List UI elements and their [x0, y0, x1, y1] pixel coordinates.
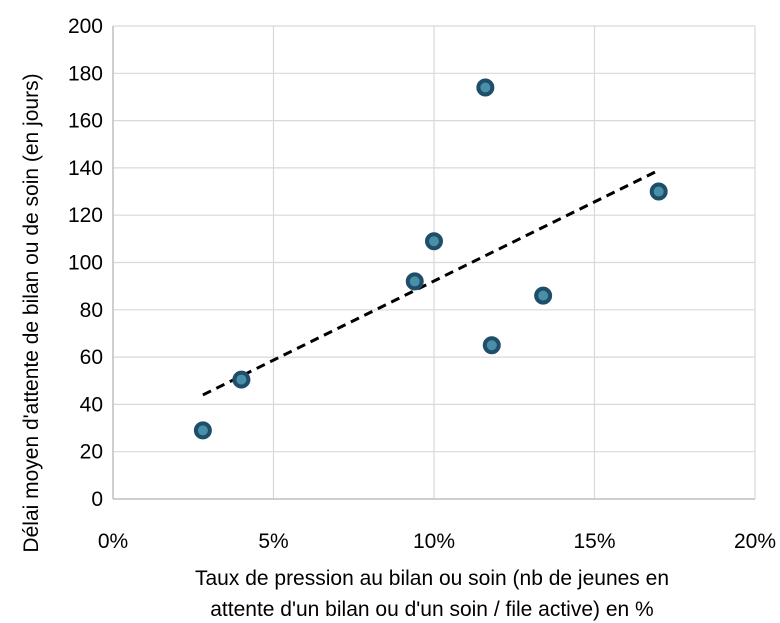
- data-points: [193, 78, 668, 440]
- x-axis-title-line-1: Taux de pression au bilan ou soin (nb de…: [195, 567, 669, 590]
- y-tick-labels: 0 20 40 60 80 100 120 140 160 180 200: [68, 15, 103, 511]
- x-tick-label: 0%: [98, 530, 128, 553]
- x-axis-title-line-2: attente d'un bilan ou d'un soin / file a…: [210, 598, 653, 621]
- y-tick-label: 20: [80, 441, 103, 464]
- x-tick-label: 20%: [734, 530, 776, 553]
- x-tick-label: 15%: [573, 530, 615, 553]
- y-tick-label: 160: [68, 110, 103, 133]
- y-axis-title: Délai moyen d'attente de bilan ou de soi…: [20, 73, 43, 552]
- data-point: [534, 286, 553, 305]
- y-tick-label: 180: [68, 62, 103, 85]
- grid: [113, 25, 756, 499]
- x-tick-label: 5%: [258, 530, 288, 553]
- y-tick-label: 0: [91, 488, 103, 511]
- y-tick-label: 120: [68, 204, 103, 227]
- y-tick-label: 40: [80, 393, 103, 416]
- data-point: [232, 370, 251, 389]
- x-tick-labels: 0% 5% 10% 15% 20%: [98, 530, 776, 553]
- axes: [112, 26, 755, 500]
- y-tick-label: 140: [68, 157, 103, 180]
- y-tick-label: 60: [80, 346, 103, 369]
- data-point: [405, 272, 424, 291]
- data-point: [425, 232, 443, 251]
- trendline: [202, 168, 660, 397]
- data-point: [649, 182, 668, 201]
- y-tick-label: 200: [68, 15, 103, 38]
- data-point: [476, 78, 495, 97]
- y-tick-label: 80: [80, 299, 103, 322]
- x-tick-label: 10%: [413, 530, 455, 553]
- data-point: [482, 336, 501, 355]
- y-tick-label: 100: [68, 252, 103, 275]
- data-point: [193, 421, 212, 440]
